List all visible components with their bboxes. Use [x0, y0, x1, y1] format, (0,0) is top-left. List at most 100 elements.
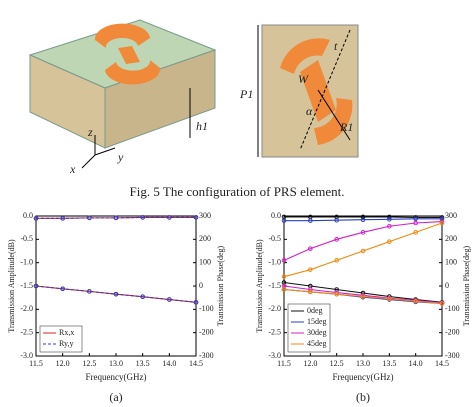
y-tick-label: -2.0	[268, 304, 281, 313]
y-tick-label: -2.5	[268, 327, 281, 336]
amplitude-marker	[308, 267, 313, 272]
phase-line	[283, 285, 443, 304]
y2-tick-label: 200	[445, 234, 457, 243]
dimension-label: R1	[339, 120, 353, 134]
legend-label: 15deg	[307, 317, 327, 326]
y2-tick-label: -200	[199, 327, 214, 336]
y2-tick-label: 300	[445, 211, 457, 220]
amplitude-marker	[167, 215, 172, 220]
y-tick-label: 0.0	[271, 211, 281, 220]
amplitude-marker	[387, 239, 392, 244]
y2-tick-label: -200	[445, 327, 460, 336]
legend-label: 45deg	[307, 339, 327, 348]
y-axis-title: Transmission Amplitude(dB)	[255, 239, 264, 333]
phase-line	[35, 285, 197, 303]
legend-label: Rx,x	[59, 328, 74, 337]
amplitude-marker	[360, 248, 366, 254]
sub-label: (a)	[109, 390, 122, 404]
amplitude-marker	[387, 216, 392, 222]
patch	[105, 60, 161, 85]
guide	[317, 89, 351, 141]
y-tick-label: -1.0	[268, 257, 281, 266]
y2-tick-label: -300	[199, 351, 214, 360]
dimension-label: t	[334, 39, 338, 53]
patch	[280, 38, 330, 74]
guide	[299, 29, 351, 151]
amplitude-marker	[413, 216, 418, 222]
amplitude-line	[283, 221, 443, 261]
dimension-label: h1	[196, 119, 208, 133]
amplitude-marker	[360, 214, 366, 220]
x-tick-label: 14.0	[162, 359, 176, 368]
amplitude-marker	[281, 218, 287, 223]
phase-marker	[360, 294, 366, 299]
axis-label: x	[69, 162, 76, 176]
y2-tick-label: 100	[199, 257, 211, 266]
y2-tick-label: -100	[445, 304, 460, 313]
y-tick-label: -1.5	[20, 281, 33, 290]
unit-cell: t W P1 R1 α	[239, 24, 359, 158]
amplitude-marker	[60, 216, 65, 221]
phase-marker	[281, 287, 287, 292]
axis-arrow	[94, 147, 116, 156]
phase-marker	[140, 294, 145, 300]
amplitude-line	[36, 216, 196, 219]
x-tick-label: 12.0	[303, 359, 317, 368]
amplitude-marker	[360, 230, 366, 235]
box-side	[104, 49, 216, 149]
legend-label: 0deg	[307, 306, 323, 315]
phase-marker	[113, 291, 119, 297]
phase-marker	[334, 291, 339, 297]
y2-tick-label: -300	[445, 351, 460, 360]
phase-marker	[387, 296, 392, 302]
amplitude-marker	[334, 258, 339, 263]
patch	[118, 46, 140, 64]
legend-label: Ry,y	[59, 339, 74, 348]
y-tick-label: -1.0	[20, 257, 33, 266]
amplitude-marker	[308, 218, 313, 223]
x-tick-label: 14.5	[435, 359, 449, 368]
amplitude-marker	[308, 246, 313, 251]
y-tick-label: -3.0	[20, 351, 33, 360]
x-tick-label: 12.5	[82, 359, 96, 368]
amplitude-line	[283, 222, 443, 278]
x-tick-label: 11.5	[277, 359, 291, 368]
y-tick-label: -0.5	[20, 234, 33, 243]
x-tick-label: 12.0	[56, 359, 70, 368]
amplitude-marker	[334, 217, 339, 223]
x-tick-label: 13.0	[109, 359, 123, 368]
y2-tick-label: 300	[199, 211, 211, 220]
phase-marker	[60, 286, 65, 292]
axis-arrow	[81, 154, 96, 169]
y2-tick-label: 0	[445, 281, 449, 290]
amplitude-marker	[439, 220, 445, 226]
amplitude-marker	[33, 216, 39, 221]
x-tick-label: 11.5	[29, 359, 43, 368]
amplitude-marker	[360, 217, 366, 223]
phase-marker	[413, 298, 418, 304]
phase-marker	[167, 297, 172, 302]
phase-marker	[439, 301, 445, 306]
y-tick-label: -3.0	[268, 351, 281, 360]
axis-label: y	[117, 150, 124, 164]
amplitude-marker	[281, 258, 287, 263]
patch	[300, 60, 336, 122]
dimension-label: W	[298, 72, 309, 86]
y-tick-label: -2.5	[20, 327, 33, 336]
amplitude-marker	[281, 274, 287, 279]
amplitude-marker	[413, 220, 418, 226]
dimension-label: P1	[239, 87, 253, 101]
x-tick-label: 14.5	[189, 359, 203, 368]
phase-marker	[308, 289, 313, 295]
y-axis-title: Transmission Amplitude(dB)	[7, 239, 16, 333]
amplitude-marker	[140, 215, 145, 220]
y-tick-label: -0.5	[268, 234, 281, 243]
phase-marker	[334, 287, 339, 292]
phase-line	[283, 288, 443, 305]
amplitude-marker	[387, 223, 392, 229]
dimension-label: α	[306, 104, 313, 118]
legend-label: 30deg	[307, 328, 327, 337]
patch	[314, 98, 353, 145]
x-tick-label: 13.5	[382, 359, 396, 368]
